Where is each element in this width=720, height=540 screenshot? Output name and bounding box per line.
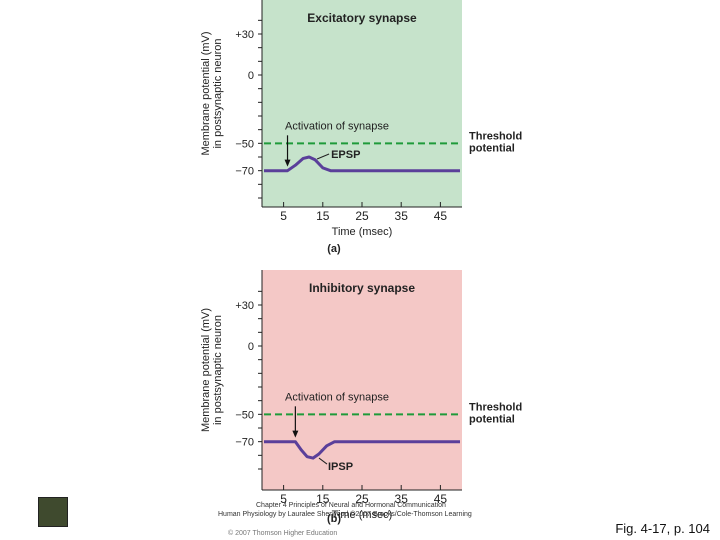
inhibitory-x-tick-label: 25: [355, 492, 369, 506]
excitatory-panel-label: (a): [327, 243, 341, 255]
inhibitory-y-axis-label-line2: in postsynaptic neuron: [212, 315, 224, 425]
excitatory-y-axis-label-line2: in postsynaptic neuron: [212, 38, 224, 148]
figure-label: Fig. 4-17, p. 104: [615, 521, 710, 536]
excitatory-threshold-label-line2: potential: [469, 142, 515, 154]
excitatory-y-tick-label: −70: [235, 166, 254, 178]
excitatory-potential-line: [264, 155, 460, 173]
excitatory-potential-label: EPSP: [331, 149, 360, 161]
excitatory-x-tick-label: 25: [355, 209, 369, 223]
inhibitory-activation-label: Activation of synapse: [285, 391, 389, 403]
excitatory-potential-leader: [316, 153, 330, 160]
inhibitory-y-tick-label: +30: [235, 300, 254, 312]
excitatory-activation-label: Activation of synapse: [285, 120, 389, 132]
inhibitory-potential-line: [264, 440, 460, 460]
inhibitory-potential-label: IPSP: [328, 461, 353, 473]
inhibitory-plot-background: [262, 270, 462, 490]
footer-chapter: Chapter 4 Principles of Neural and Hormo…: [256, 502, 446, 509]
excitatory-threshold-label: Threshold: [469, 130, 522, 142]
inhibitory-y-tick-label: 0: [248, 341, 254, 353]
inhibitory-activation-arrowhead: [292, 430, 299, 438]
footer-copyright: © 2007 Thomson Higher Education: [228, 530, 338, 537]
excitatory-x-tick-label: 15: [316, 209, 330, 223]
inhibitory-y-tick-label: −50: [235, 409, 254, 421]
excitatory-chart-title: Excitatory synapse: [307, 11, 417, 25]
excitatory-activation-arrowhead: [284, 159, 291, 167]
inhibitory-x-axis-label: Time (msec): [332, 509, 393, 521]
inhibitory-panel-label: (b): [327, 513, 341, 525]
inhibitory-x-tick-label: 15: [316, 492, 330, 506]
inhibitory-y-axis-label: Membrane potential (mV): [200, 308, 212, 432]
publisher-logo: [38, 497, 68, 527]
inhibitory-threshold-label-line2: potential: [469, 413, 515, 425]
inhibitory-y-tick-label: −70: [235, 437, 254, 449]
excitatory-x-axis-label: Time (msec): [332, 226, 393, 238]
inhibitory-x-tick-label: 45: [434, 492, 448, 506]
inhibitory-chart-title: Inhibitory synapse: [309, 281, 415, 295]
excitatory-x-tick-label: 35: [395, 209, 409, 223]
excitatory-x-tick-label: 5: [280, 209, 287, 223]
excitatory-x-tick-label: 45: [434, 209, 448, 223]
inhibitory-threshold-label: Threshold: [469, 401, 522, 413]
excitatory-plot-background: [262, 0, 462, 207]
inhibitory-x-tick-label: 35: [395, 492, 409, 506]
excitatory-y-tick-label: +30: [235, 29, 254, 41]
inhibitory-x-tick-label: 5: [280, 492, 287, 506]
inhibitory-potential-leader: [318, 457, 328, 465]
excitatory-y-tick-label: −50: [235, 138, 254, 150]
excitatory-y-tick-label: 0: [248, 70, 254, 82]
excitatory-y-axis-label: Membrane potential (mV): [200, 31, 212, 155]
footer-book: Human Physiology by Lauralee Sherwood ©2…: [218, 511, 472, 518]
